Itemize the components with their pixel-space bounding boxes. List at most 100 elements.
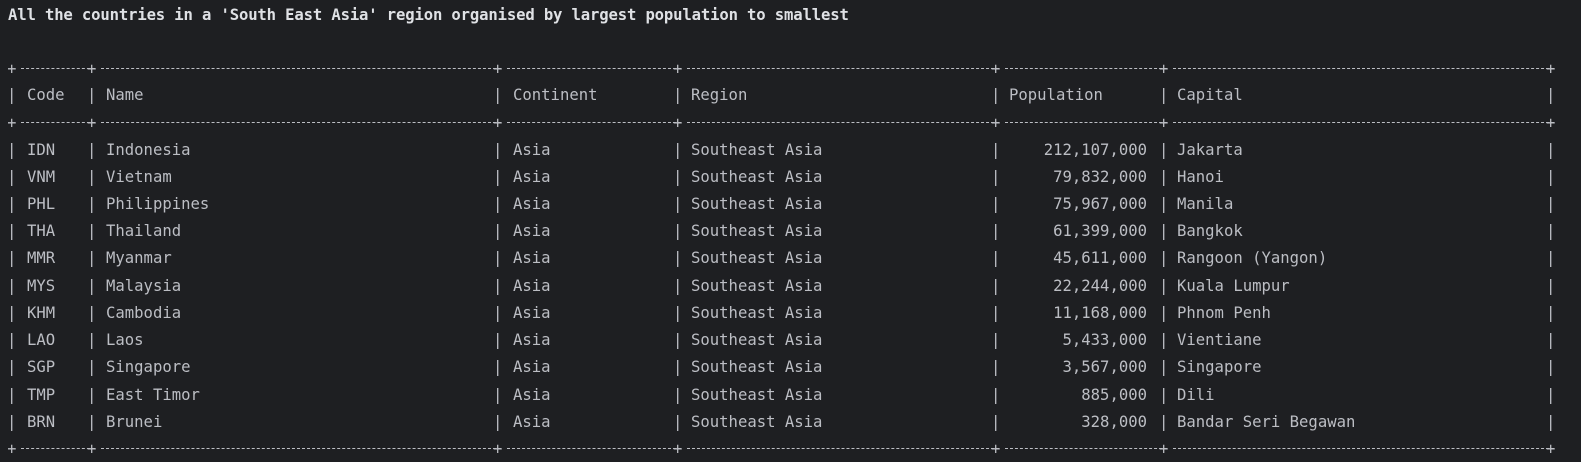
- rule-segment: [1173, 122, 1554, 123]
- column-separator: |: [87, 331, 97, 349]
- cell-capital: Rangoon (Yangon): [1177, 249, 1328, 267]
- cell-continent: Asia: [513, 222, 551, 240]
- column-separator: |: [673, 86, 683, 104]
- cell-continent: Asia: [513, 277, 551, 295]
- cell-capital: Singapore: [1177, 358, 1262, 376]
- cell-population: 61,399,000: [1053, 222, 1147, 240]
- cell-continent: Asia: [513, 386, 551, 404]
- table-row: | | | | | | | LAO Laos Asia Southeast Asia 5,433,00…: [0, 330, 1581, 350]
- rule-corner: +: [8, 63, 17, 75]
- cell-name: Vietnam: [106, 168, 172, 186]
- cell-capital: Phnom Penh: [1177, 304, 1271, 322]
- column-separator: |: [1546, 304, 1556, 322]
- column-separator: |: [87, 277, 97, 295]
- column-separator: |: [1159, 222, 1169, 240]
- cell-region: Southeast Asia: [691, 386, 823, 404]
- cell-code: BRN: [27, 413, 56, 431]
- cell-population: 11,168,000: [1053, 304, 1147, 322]
- cell-code: IDN: [27, 141, 56, 159]
- cell-code: LAO: [27, 331, 56, 349]
- cell-population: 75,967,000: [1053, 195, 1147, 213]
- cell-continent: Asia: [513, 304, 551, 322]
- column-separator: |: [991, 222, 1001, 240]
- table-row: | | | | | | | SGP Singapore Asia Southeast Asia 3,5…: [0, 357, 1581, 377]
- column-separator: |: [1546, 168, 1556, 186]
- cell-name: Brunei: [106, 413, 163, 431]
- column-separator: |: [7, 195, 17, 213]
- cell-name: Laos: [106, 331, 144, 349]
- table-row: | | | | | | | IDN Indonesia Asia Southeast Asia 212…: [0, 140, 1581, 160]
- cell-capital: Bandar Seri Begawan: [1177, 413, 1356, 431]
- rule-corner: +: [1159, 443, 1169, 455]
- column-separator: |: [673, 222, 683, 240]
- rule-corner: +: [1159, 63, 1169, 75]
- column-separator: |: [493, 195, 503, 213]
- rule-segment: [101, 122, 501, 123]
- column-separator: |: [1159, 249, 1169, 267]
- rule-segment: [101, 68, 501, 69]
- rule-corner: +: [493, 117, 503, 129]
- column-separator: |: [1546, 195, 1556, 213]
- cell-population: 79,832,000: [1053, 168, 1147, 186]
- cell-population: 328,000: [1081, 413, 1147, 431]
- cell-region: Southeast Asia: [691, 277, 823, 295]
- column-separator: |: [1159, 386, 1169, 404]
- column-separator: |: [1159, 413, 1169, 431]
- column-separator: |: [493, 386, 503, 404]
- column-separator: |: [87, 386, 97, 404]
- cell-capital: Vientiane: [1177, 331, 1262, 349]
- cell-population: 885,000: [1081, 386, 1147, 404]
- rule-corner: +: [1546, 117, 1556, 129]
- table-header-row: | | | | | | | Code Name Continent Region Population…: [0, 85, 1581, 105]
- column-separator: |: [1546, 331, 1556, 349]
- rule-segment: [21, 122, 95, 123]
- column-separator: |: [673, 304, 683, 322]
- column-separator: |: [7, 222, 17, 240]
- rule-segment: [1005, 68, 1167, 69]
- rule-segment: [687, 448, 999, 449]
- cell-region: Southeast Asia: [691, 195, 823, 213]
- rule-segment: [21, 448, 95, 449]
- cell-name: Thailand: [106, 222, 182, 240]
- column-separator: |: [991, 249, 1001, 267]
- rule-corner: +: [1159, 117, 1169, 129]
- column-separator: |: [87, 222, 97, 240]
- column-separator: |: [87, 413, 97, 431]
- cell-capital: Kuala Lumpur: [1177, 277, 1290, 295]
- column-separator: |: [991, 304, 1001, 322]
- column-separator: |: [673, 358, 683, 376]
- column-separator: |: [493, 86, 503, 104]
- column-separator: |: [991, 168, 1001, 186]
- rule-segment: [21, 68, 95, 69]
- column-separator: |: [1159, 304, 1169, 322]
- cell-population: 3,567,000: [1062, 358, 1148, 376]
- table-row: | | | | | | | BRN Brunei Asia Southeast Asia 328,00…: [0, 412, 1581, 432]
- column-separator: |: [1159, 141, 1169, 159]
- column-separator: |: [493, 358, 503, 376]
- column-separator: |: [673, 168, 683, 186]
- rule-corner: +: [673, 117, 683, 129]
- column-separator: |: [493, 141, 503, 159]
- rule-corner: +: [991, 63, 1001, 75]
- column-separator: |: [7, 168, 17, 186]
- column-separator: |: [673, 331, 683, 349]
- cell-capital: Dili: [1177, 386, 1215, 404]
- cell-continent: Asia: [513, 168, 551, 186]
- column-separator: |: [673, 386, 683, 404]
- column-separator: |: [493, 249, 503, 267]
- table-bottom-border: + + + + + + +: [8, 443, 1566, 455]
- table-row: | | | | | | | THA Thailand Asia Southeast Asia 61,3…: [0, 221, 1581, 241]
- rule-corner: +: [493, 443, 503, 455]
- rule-corner: +: [991, 443, 1001, 455]
- column-separator: |: [991, 277, 1001, 295]
- column-separator: |: [1546, 86, 1556, 104]
- column-separator: |: [1546, 222, 1556, 240]
- rule-segment: [1005, 122, 1167, 123]
- cell-population: 5,433,000: [1062, 331, 1148, 349]
- column-separator: |: [1159, 195, 1169, 213]
- column-separator: |: [1546, 141, 1556, 159]
- column-separator: |: [673, 277, 683, 295]
- rule-corner: +: [1546, 443, 1556, 455]
- cell-region: Southeast Asia: [691, 331, 823, 349]
